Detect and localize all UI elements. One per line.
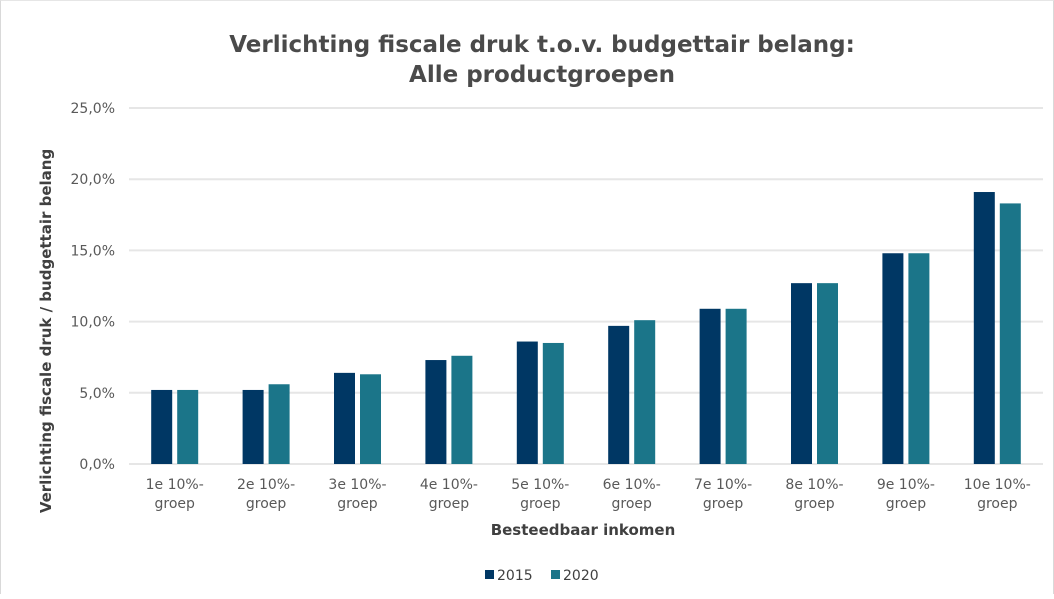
bar-2015: [882, 253, 904, 464]
bar-2020: [360, 374, 381, 464]
y-axis-ticks: 0,0% 5,0% 10,0% 15,0% 20,0% 25,0%: [71, 101, 115, 473]
x-tick-label: 6e 10%- groep: [603, 477, 661, 512]
bar-2015: [242, 389, 264, 464]
bars: [151, 192, 1021, 465]
x-tick-label: 1e 10%- groep: [146, 477, 204, 512]
bar-2020: [451, 355, 473, 464]
x-tick-label-line: groep: [886, 496, 927, 512]
x-tick-label-line: 8e 10%-: [785, 477, 843, 493]
x-tick-label-line: groep: [337, 496, 378, 512]
bar-2015: [791, 283, 812, 464]
x-tick-label: 8e 10%- groep: [785, 477, 843, 512]
bar-2015: [973, 192, 995, 465]
x-tick-label: 5e 10%- groep: [511, 477, 569, 512]
y-tick-label: 25,0%: [71, 101, 115, 117]
bar-2020: [817, 283, 838, 464]
bar-2020: [177, 389, 199, 464]
x-tick-label: 4e 10%- groep: [420, 477, 478, 512]
y-tick-label: 5,0%: [79, 386, 115, 402]
legend-swatch-2020: [551, 570, 560, 579]
bar-2015: [516, 341, 538, 464]
y-tick-label: 15,0%: [71, 243, 115, 259]
x-tick-label-line: 10e 10%-: [964, 477, 1031, 493]
x-tick-label-line: groep: [703, 496, 744, 512]
bar-2015: [425, 360, 447, 464]
x-tick-label-line: 6e 10%-: [603, 477, 661, 493]
x-tick-label: 3e 10%- groep: [328, 477, 386, 512]
y-tick-label: 0,0%: [79, 457, 115, 473]
x-tick-label-line: groep: [794, 496, 835, 512]
x-tick-label: 7e 10%- groep: [694, 477, 752, 512]
x-axis-title: Besteedbaar inkomen: [491, 521, 676, 539]
bar-2020: [542, 342, 564, 464]
x-tick-label-line: groep: [977, 496, 1018, 512]
chart-title-line-1: Verlichting fiscale druk t.o.v. budgetta…: [229, 32, 855, 58]
x-tick-label-line: groep: [611, 496, 652, 512]
x-tick-label-line: 1e 10%-: [146, 477, 204, 493]
x-tick-label: 9e 10%- groep: [877, 477, 935, 512]
bar-2020: [725, 308, 747, 464]
legend-label-2020: 2020: [563, 568, 599, 584]
legend-label-2015: 2015: [497, 568, 533, 584]
bar-2015: [334, 372, 355, 464]
x-tick-label-line: 9e 10%-: [877, 477, 935, 493]
x-tick-label: 2e 10%- groep: [237, 477, 295, 512]
legend-swatch-2015: [485, 570, 494, 579]
bar-2015: [699, 308, 721, 464]
bar-2020: [999, 203, 1021, 464]
bar-2020: [634, 320, 656, 464]
x-tick-label: 10e 10%- groep: [964, 477, 1031, 512]
bar-2015: [608, 325, 630, 464]
x-tick-label-line: 5e 10%-: [511, 477, 569, 493]
y-tick-label: 10,0%: [71, 315, 115, 331]
legend: 2015 2020: [485, 568, 599, 584]
bar-2015: [151, 389, 173, 464]
y-axis-title: Verlichting fiscale druk / budgettair be…: [37, 149, 55, 513]
x-tick-label-line: groep: [154, 496, 195, 512]
x-tick-label-line: 7e 10%-: [694, 477, 752, 493]
chart-title-line-2: Alle productgroepen: [409, 62, 675, 88]
x-tick-label-line: 3e 10%-: [328, 477, 386, 493]
x-tick-label-line: groep: [520, 496, 561, 512]
x-tick-label-line: groep: [246, 496, 287, 512]
x-tick-label-line: groep: [429, 496, 470, 512]
y-tick-label: 20,0%: [71, 172, 115, 188]
bar-2020: [268, 384, 290, 464]
gridlines: [129, 107, 1043, 465]
x-tick-label-line: 2e 10%-: [237, 477, 295, 493]
bar-2020: [908, 253, 930, 464]
x-tick-label-line: 4e 10%-: [420, 477, 478, 493]
